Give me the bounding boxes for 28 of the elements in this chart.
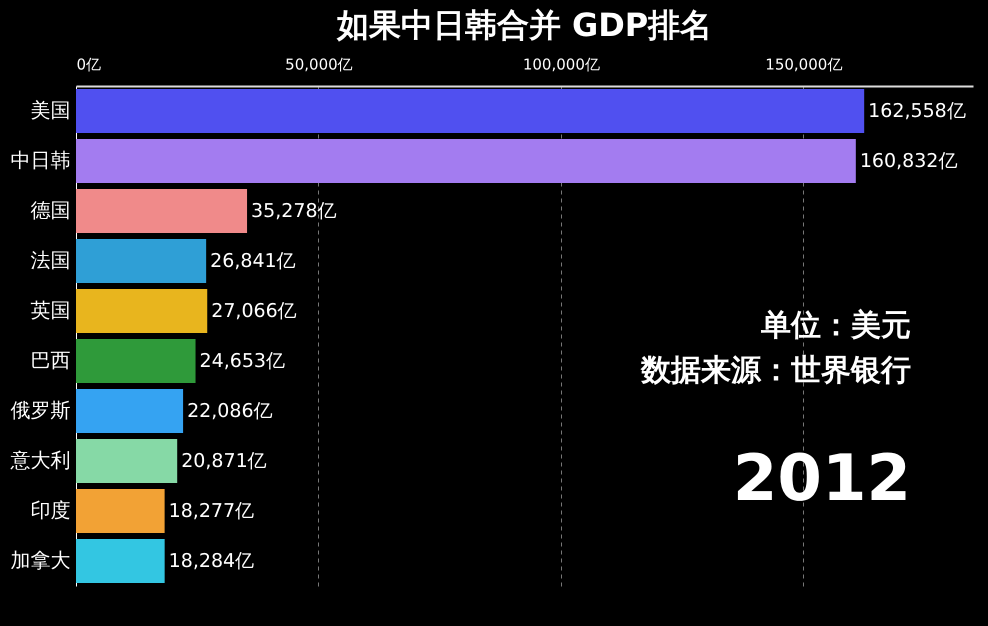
y-tick-label: 中日韩 [10, 148, 70, 172]
data-label: 26,841亿 [210, 250, 296, 272]
y-tick-label: 美国 [30, 98, 70, 122]
y-tick-label: 俄罗斯 [10, 398, 70, 422]
data-label: 162,558亿 [868, 100, 966, 122]
data-label: 160,832亿 [860, 150, 958, 172]
data-label: 22,086亿 [187, 400, 273, 422]
data-label: 18,277亿 [168, 500, 254, 522]
annotation: 2012 [732, 442, 911, 516]
y-tick-label: 德国 [30, 198, 70, 222]
data-label: 20,871亿 [181, 450, 267, 472]
y-tick-label: 印度 [30, 498, 70, 522]
y-tick-label: 意大利 [10, 448, 70, 472]
y-tick-label: 英国 [30, 298, 70, 322]
y-tick-label: 巴西 [30, 348, 70, 372]
x-tick-label: 0亿 [76, 56, 102, 74]
data-label: 18,284亿 [168, 550, 254, 572]
x-tick-label: 100,000亿 [522, 56, 600, 74]
y-tick-label: 加拿大 [10, 548, 70, 572]
data-label: 24,653亿 [200, 350, 286, 372]
x-tick-label: 150,000亿 [765, 56, 842, 74]
annotation: 数据来源：世界银行 [640, 353, 911, 388]
chart-title: 如果中日韩合并 GDP排名 [336, 6, 712, 44]
y-tick-label: 法国 [30, 248, 70, 272]
data-label: 35,278亿 [251, 200, 337, 222]
data-label: 27,066亿 [211, 300, 297, 322]
annotation: 单位：美元 [760, 308, 911, 343]
x-tick-label: 50,000亿 [285, 56, 353, 74]
